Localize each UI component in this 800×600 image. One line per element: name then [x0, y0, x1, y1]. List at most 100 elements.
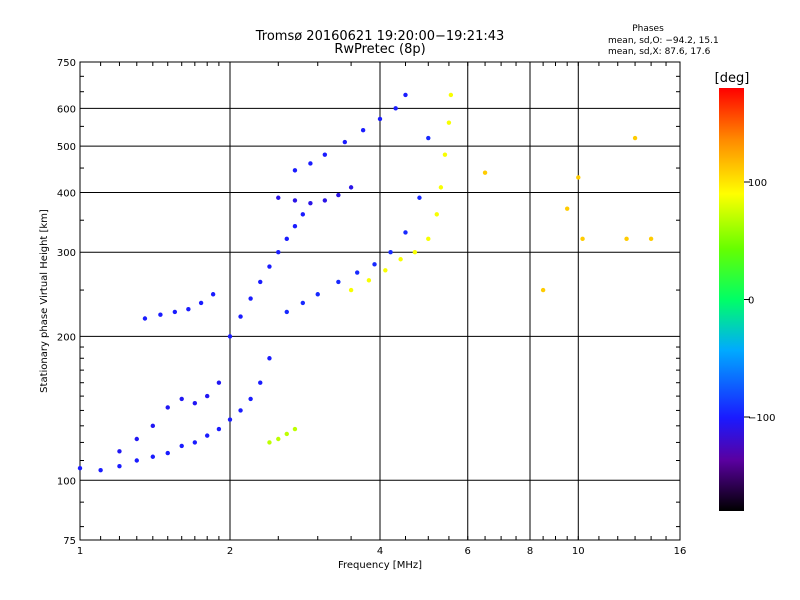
data-point [377, 116, 383, 122]
data-point [417, 195, 422, 200]
data-point [426, 135, 431, 141]
data-point [248, 296, 253, 301]
x-tick-label: 4 [377, 546, 383, 557]
data-point [179, 396, 184, 402]
data-point [117, 449, 122, 454]
data-point [267, 440, 272, 445]
data-point [198, 300, 204, 306]
x-tick-label: 10 [572, 546, 585, 557]
data-point [482, 170, 488, 175]
data-point [276, 195, 281, 200]
phases-mean-x: mean, sd,X: 87.6, 17.6 [608, 47, 711, 57]
data-point [284, 236, 289, 242]
data-point [142, 316, 148, 321]
data-point [403, 92, 408, 98]
data-point [165, 405, 170, 410]
y-axis-label: Stationary phase Virtual Height [km] [39, 209, 50, 393]
data-point [308, 161, 313, 166]
data-point [580, 236, 585, 242]
data-point [372, 262, 377, 267]
data-point [216, 426, 222, 432]
y-tick-label: 100 [57, 476, 76, 487]
data-point [576, 175, 581, 180]
data-point [360, 127, 366, 133]
y-tick-label: 75 [63, 536, 76, 547]
data-point [186, 306, 191, 312]
data-point [434, 212, 439, 217]
data-point [165, 450, 170, 456]
data-point [292, 426, 298, 432]
data-point [216, 380, 222, 385]
x-tick-label: 6 [465, 546, 471, 557]
x-tick-label: 2 [227, 546, 233, 557]
data-point [134, 436, 139, 442]
data-point [354, 270, 360, 275]
phases-heading: Phases [632, 24, 664, 34]
data-point [267, 264, 272, 269]
data-point [315, 292, 320, 297]
data-point [238, 408, 243, 413]
data-point [342, 139, 348, 145]
data-point [276, 436, 281, 442]
data-point [300, 300, 306, 306]
data-point [336, 192, 341, 198]
data-point [540, 287, 546, 293]
data-point [172, 309, 178, 315]
data-point [150, 423, 156, 429]
data-point [134, 458, 139, 463]
x-tick-label: 1 [77, 546, 83, 557]
data-point [292, 198, 298, 203]
data-point [292, 224, 298, 229]
data-point [150, 454, 156, 459]
data-point [322, 152, 328, 157]
data-point [442, 152, 448, 157]
x-tick-label: 16 [674, 546, 687, 557]
grid [80, 62, 680, 540]
data-point [117, 464, 122, 469]
data-point [204, 393, 210, 399]
data-point [276, 250, 281, 255]
data-point [403, 230, 408, 235]
data-point [204, 433, 210, 438]
y-tick-label: 300 [57, 248, 76, 259]
data-point [308, 200, 313, 206]
data-point [446, 120, 452, 125]
colorbar-tick-label: 100 [748, 178, 767, 189]
data-point [227, 334, 233, 339]
data-point [158, 312, 163, 317]
x-tick-labels: 1 2 4 6 8 10 16 [77, 546, 687, 557]
data-point [179, 443, 184, 449]
y-tick-label: 600 [57, 104, 76, 115]
data-point [322, 198, 328, 203]
phases-mean-o: mean, sd,O: −94.2, 15.1 [608, 36, 719, 46]
data-point [412, 250, 418, 255]
data-point [248, 396, 253, 402]
data-point [192, 400, 198, 406]
data-point [300, 212, 306, 217]
data-point [564, 206, 570, 211]
y-tick-label: 200 [57, 332, 76, 343]
y-tick-label: 400 [57, 188, 76, 199]
data-point [393, 106, 398, 111]
data-point [438, 185, 444, 190]
data-point [227, 417, 233, 422]
colorbar-ticks: 100 0 −100 [744, 178, 775, 424]
data-point [348, 287, 354, 293]
y-tick-label: 750 [57, 58, 76, 69]
colorbar-tick-label: −100 [748, 413, 775, 424]
data-point [426, 236, 431, 242]
data-point [258, 380, 263, 385]
data-points [77, 92, 654, 473]
data-point [292, 168, 298, 173]
data-point [632, 135, 638, 141]
y-tick-labels: 75 100 200 300 400 500 600 750 [57, 58, 76, 547]
data-point [348, 185, 354, 190]
data-point [98, 467, 103, 473]
chart-subtitle: RwPretec (8p) [334, 42, 425, 57]
data-point [192, 440, 198, 445]
colorbar-label: [deg] [715, 71, 750, 86]
data-point [238, 314, 243, 319]
data-point [336, 279, 341, 285]
data-point [448, 92, 454, 98]
